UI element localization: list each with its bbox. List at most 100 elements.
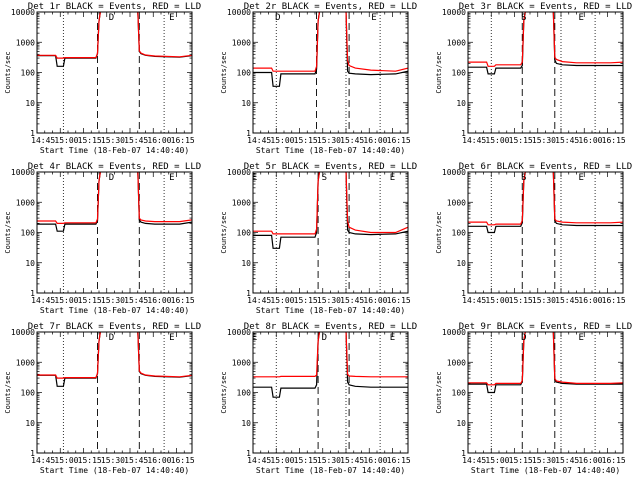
y-tick-label: 100 [21,389,36,398]
x-tick-label: 16:15 [171,296,195,305]
x-tick-label: 15:45 [124,296,148,305]
panel-det-4: Det 4r BLACK = Events, RED = LLD14:45 15:… [4,162,201,315]
x-tick-label: 15:30 [317,136,341,145]
panel-title: Det 4r BLACK = Events, RED = LLD [28,162,201,172]
x-tick-label: 15:30 [317,296,341,305]
y-tick-label: 100 [21,69,36,78]
mode-annotation: E [578,333,583,343]
y-tick-label: 100 [237,69,252,78]
y-tick-label: 1 [30,289,35,298]
x-axis-label: Start Time (18-Feb-07 14:40:40) [40,306,189,315]
y-tick-label: 1000 [16,358,35,367]
x-tick-label: 15:15 [294,296,318,305]
x-tick-label: 15:00 [270,296,294,305]
mode-annotation: D [275,13,280,23]
y-tick-label: 1000 [447,38,466,47]
y-tick-label: 10000 [227,8,251,17]
y-tick-label: 1000 [447,358,466,367]
x-tick-label: 15:00 [485,456,509,465]
y-tick-label: 10000 [442,328,466,337]
y-tick-label: 10000 [11,8,35,17]
x-tick-label: 16:15 [387,296,411,305]
y-tick-label: 10000 [11,328,35,337]
x-tick-label: 15:15 [509,296,533,305]
y-tick-label: 1 [30,129,35,138]
panel-title: Det 7r BLACK = Events, RED = LLD [28,322,201,332]
y-tick-label: 1000 [232,38,251,47]
series-line-lld [468,11,623,66]
x-tick-label: 15:00 [54,296,78,305]
x-tick-label: 16:15 [171,136,195,145]
panel-title: Det 6r BLACK = Events, RED = LLD [459,162,632,172]
y-axis-label: Counts/sec [220,51,228,93]
mode-annotation: D [521,333,526,343]
y-tick-label: 10000 [442,8,466,17]
mode-annotation: E [390,173,395,183]
plot-frame [37,12,192,133]
x-tick-label: 16:15 [387,456,411,465]
x-tick-label: 15:00 [54,456,78,465]
mode-annotation: D [322,333,327,343]
x-tick-label: 15:30 [532,456,556,465]
x-tick-label: 15:45 [124,136,148,145]
x-tick-label: 16:00 [147,456,171,465]
y-axis-label: Counts/sec [4,371,12,413]
y-tick-label: 10 [456,419,466,428]
y-tick-label: 1 [461,449,466,458]
x-tick-label: 15:00 [485,296,509,305]
panel-title: Det 9r BLACK = Events, RED = LLD [459,322,632,332]
x-tick-label: 15:00 [270,136,294,145]
mode-annotation: E [169,333,174,343]
mode-annotation: S [521,173,526,183]
mode-annotation: E [371,13,376,23]
x-tick-label: 15:45 [340,456,364,465]
x-tick-label: 16:00 [147,296,171,305]
series-line-lld [468,171,623,225]
mode-annotation: D [109,13,114,23]
y-tick-label: 10 [456,99,466,108]
y-tick-label: 10 [25,419,35,428]
x-tick-label: 16:15 [171,456,195,465]
x-tick-label: 15:45 [340,136,364,145]
x-tick-label: 16:00 [147,136,171,145]
series-line-events [253,171,408,248]
y-tick-label: 1000 [232,198,251,207]
y-tick-label: 10 [25,259,35,268]
y-tick-label: 10 [241,99,251,108]
y-tick-label: 100 [452,229,467,238]
x-tick-label: 16:00 [363,296,387,305]
y-tick-label: 10 [25,99,35,108]
x-tick-label: 16:00 [363,456,387,465]
plot-frame [37,172,192,293]
x-tick-label: 15:45 [555,296,579,305]
x-axis-label: Start Time (18-Feb-07 14:40:40) [256,146,405,155]
x-tick-label: 16:15 [602,456,626,465]
y-tick-label: 1000 [16,38,35,47]
x-tick-label: 15:45 [555,456,579,465]
y-tick-label: 1 [461,129,466,138]
x-tick-label: 15:15 [509,136,533,145]
x-tick-label: 15:30 [101,136,125,145]
x-tick-label: 15:15 [509,456,533,465]
y-tick-label: 100 [237,389,252,398]
y-tick-label: 1 [246,449,251,458]
y-tick-label: 100 [237,229,252,238]
mode-annotation: E [578,13,583,23]
x-tick-label: 16:15 [602,136,626,145]
mode-annotation: D [109,173,114,183]
y-tick-label: 10 [456,259,466,268]
x-tick-label: 15:45 [124,456,148,465]
x-tick-label: 15:00 [485,136,509,145]
x-tick-label: 15:15 [78,456,102,465]
x-tick-label: 15:30 [532,136,556,145]
detector-rate-figure: Det 1r BLACK = Events, RED = LLD14:45 15:… [0,0,640,480]
panel-title: Det 5r BLACK = Events, RED = LLD [244,162,417,172]
x-tick-label: 16:15 [602,296,626,305]
y-tick-label: 1000 [447,198,466,207]
x-axis-label: Start Time (18-Feb-07 14:40:40) [40,466,189,475]
x-tick-label: 15:30 [101,296,125,305]
